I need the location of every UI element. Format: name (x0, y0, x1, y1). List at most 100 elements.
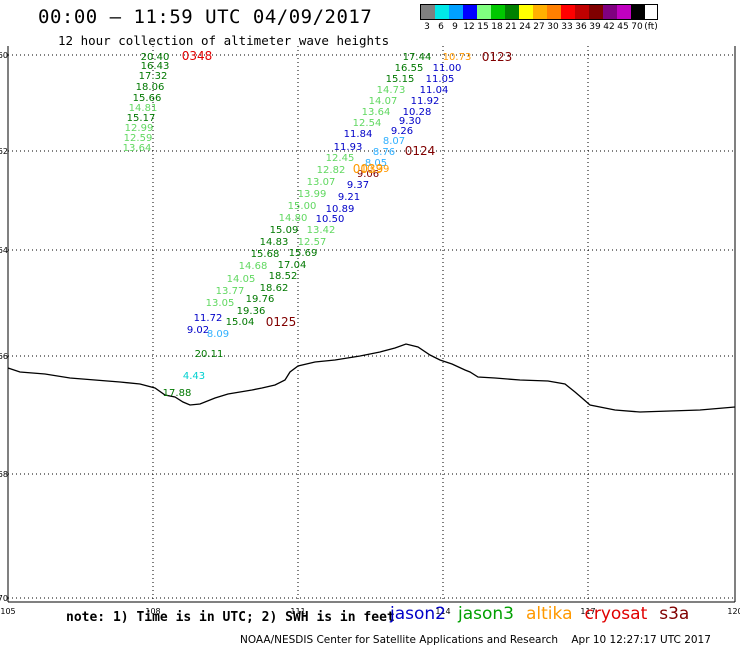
pass-time-label: 0124 (405, 144, 436, 158)
swh-label: 18.52 (269, 271, 298, 282)
swh-label: 12.54 (353, 118, 382, 129)
color-scale-label: 24 (519, 22, 531, 32)
swh-label: 16.55 (395, 63, 424, 74)
swh-label: 10.89 (326, 204, 355, 215)
legend-entry-altika: altika (526, 604, 573, 624)
swh-label: 16.43 (141, 61, 170, 72)
color-scale-cell (477, 5, 491, 19)
legend-entry-jason3: jason3 (458, 604, 514, 624)
swh-label: 11.93 (334, 142, 363, 153)
pass-time-labels: 0348 0125 0124 0123 0039 (182, 49, 513, 329)
swh-label: 11.92 (411, 96, 440, 107)
color-scale-cell (491, 5, 505, 19)
swh-label: 14.81 (129, 103, 158, 114)
color-scale-label: 3 (424, 22, 430, 32)
swh-label: 15.68 (251, 249, 280, 260)
credit-line: NOAA/NESDIS Center for Satellite Applica… (240, 634, 711, 646)
swh-label: 10.28 (403, 107, 432, 118)
swh-label: 15.17 (127, 113, 156, 124)
color-scale-label: 9 (452, 22, 458, 32)
graticule-labels: -60 -62 -64 -66 -68 -70 105 108 111 114 117 120 (0, 51, 740, 616)
map-subtitle: 12 hour collection of altimeter wave hei… (58, 33, 390, 48)
latitude-label: -62 (0, 147, 8, 156)
color-scale-label: 36 (575, 22, 587, 32)
swh-label: 9.26 (391, 126, 413, 137)
swh-label: 17.04 (278, 260, 307, 271)
swh-label: 19.36 (237, 306, 266, 317)
color-scale-cell (575, 5, 589, 19)
swh-label: 14.73 (377, 85, 406, 96)
pass-time-label: 0348 (182, 49, 213, 63)
swh-label: 15.04 (226, 317, 255, 328)
swh-label: 18.06 (136, 82, 165, 93)
swh-label: 11.04 (420, 85, 449, 96)
color-scale-label: 42 (603, 22, 615, 32)
swh-label: 8.09 (207, 329, 229, 340)
legend-entry-cryosat: cryosat (584, 604, 648, 624)
swh-label: 10.73 (443, 52, 472, 63)
swh-label: 13.64 (123, 143, 152, 154)
swh-label: 8.07 (383, 136, 405, 147)
graticule (8, 46, 735, 602)
map-title: 00:00 – 11:59 UTC 04/09/2017 (38, 6, 373, 28)
longitude-label: 117 (580, 607, 595, 616)
swh-label: 9.30 (399, 116, 421, 127)
color-scale-cell (435, 5, 449, 19)
swh-label: 11.84 (344, 129, 373, 140)
color-scale-label: 6 (438, 22, 444, 32)
color-scale-label: 30 (547, 22, 559, 32)
swh-label: 13.42 (307, 225, 336, 236)
swh-label: 15.66 (133, 93, 162, 104)
color-scale-label: 27 (533, 22, 545, 32)
swh-label: 18.62 (260, 283, 289, 294)
swh-label: 15.09 (270, 225, 299, 236)
swh-label: 10.50 (316, 214, 345, 225)
pass-time-label: 0039 (353, 162, 384, 176)
color-scale-cell (547, 5, 561, 19)
swh-label: 15.15 (386, 74, 415, 85)
swh-label: 20.40 (141, 52, 170, 63)
color-scale-label: 12 (463, 22, 475, 32)
swh-label: 9.21 (338, 192, 360, 203)
swh-label: 4.43 (183, 371, 205, 382)
color-scale-legend: 3 6 9 12 15 18 21 24 27 30 33 36 39 42 45 70 (ft) (420, 4, 658, 32)
color-scale-cell (617, 5, 631, 19)
antarctic-coastline (7, 343, 736, 413)
color-scale-cell (449, 5, 463, 19)
swh-label: 15.00 (288, 201, 317, 212)
swh-label: 19.76 (246, 294, 275, 305)
longitude-label: 114 (435, 607, 450, 616)
color-scale-label: 70 (631, 22, 643, 32)
color-scale-label: (ft) (644, 22, 658, 32)
color-scale-cell (421, 5, 435, 19)
swh-label: 13.07 (307, 177, 336, 188)
swh-label: 14.83 (260, 237, 289, 248)
longitude-label: 108 (145, 607, 160, 616)
swh-label: 14.05 (227, 274, 256, 285)
color-scale-label: 18 (491, 22, 503, 32)
color-scale-label: 45 (617, 22, 629, 32)
swh-label: 17.44 (403, 52, 432, 63)
swh-label: 13.77 (216, 286, 245, 297)
swh-label: 9.06 (357, 169, 379, 180)
swh-label: 10.39 (361, 164, 390, 175)
swh-label: 13.05 (206, 298, 235, 309)
color-scale-cell (561, 5, 575, 19)
swh-label: 20.11 (195, 349, 224, 360)
color-scale-cell (589, 5, 603, 19)
swh-label: 9.02 (187, 325, 209, 336)
color-scale-cell (519, 5, 533, 19)
swh-label: 12.99 (125, 123, 154, 134)
legend-entry-jason2: jason2 (390, 604, 446, 624)
color-scale-label: 21 (505, 22, 517, 32)
swh-label: 9.37 (347, 180, 369, 191)
swh-label: 17.88 (163, 388, 192, 399)
swh-label: 12.59 (124, 133, 153, 144)
latitude-label: -66 (0, 352, 8, 361)
color-scale-label: 33 (561, 22, 573, 32)
wave-height-observations: 20.4016.4317.3218.0615.6614.8115.1712.99… (123, 52, 472, 399)
swh-label: 14.68 (239, 261, 268, 272)
latitude-label: -60 (0, 51, 8, 60)
longitude-label: 105 (0, 607, 15, 616)
